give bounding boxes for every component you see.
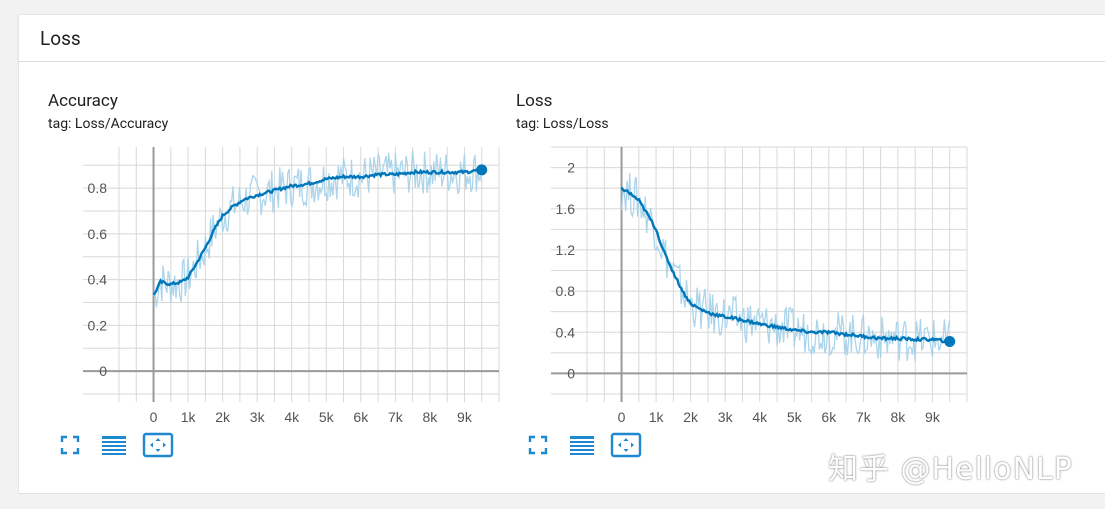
x-tick-label: 7k — [856, 409, 872, 425]
x-tick-label: 8k — [423, 409, 439, 425]
x-tick-label: 4k — [752, 409, 768, 425]
x-tick-label: 9k — [457, 409, 473, 425]
y-tick-label: 0.8 — [556, 283, 576, 299]
x-tick-label: 6k — [821, 409, 837, 425]
y-tick-label: 0.4 — [556, 324, 576, 340]
y-tick-label: 0.4 — [88, 272, 108, 288]
chart-tag: tag: Loss/Accuracy — [48, 116, 169, 132]
y-tick-label: 0 — [99, 363, 107, 379]
x-tick-label: 2k — [683, 409, 699, 425]
x-tick-label: 3k — [250, 409, 266, 425]
x-tick-label: 8k — [891, 409, 907, 425]
accuracy-chart[interactable]: 0 1k 2k 3k 4k 5k 6k 7k 8k 9k 0 0.2 0.4 0.6 0.8 — [19, 62, 519, 432]
watermark: 知乎 @HelloNLP — [828, 452, 1073, 487]
x-tick-label: 5k — [787, 409, 803, 425]
y-tick-label: 2 — [567, 160, 575, 176]
loss-chart[interactable]: 0 1k 2k 3k 4k 5k 6k 7k 8k 9k 0 0.4 0.8 1.2 1.6 2 — [487, 62, 987, 432]
x-tick-label: 0 — [618, 409, 626, 425]
x-tick-label: 1k — [181, 409, 197, 425]
y-tick-label: 0 — [567, 365, 575, 381]
chart-title: Loss — [516, 91, 553, 111]
x-tick-label: 1k — [649, 409, 665, 425]
toggle-log-scale-icon[interactable] — [99, 432, 129, 458]
y-tick-label: 0.6 — [88, 226, 108, 242]
chart-tag: tag: Loss/Loss — [516, 116, 609, 132]
fullscreen-icon[interactable] — [56, 432, 84, 458]
y-tick-label: 0.8 — [88, 180, 108, 196]
y-tick-label: 1.6 — [556, 201, 576, 217]
x-tick-label: 9k — [925, 409, 941, 425]
x-tick-label: 5k — [319, 409, 335, 425]
smoothed-series-line — [152, 167, 482, 296]
section-header[interactable]: Loss — [18, 14, 1105, 62]
fullscreen-icon[interactable] — [524, 432, 552, 458]
section-title: Loss — [40, 27, 81, 50]
last-point-marker — [476, 164, 488, 176]
chart-title: Accuracy — [48, 91, 118, 111]
x-tick-label: 4k — [284, 409, 300, 425]
toggle-log-scale-icon[interactable] — [567, 432, 597, 458]
chart-card-loss: Loss tag: Loss/Loss 0 1k 2k 3k 4k 5k 6k 7k 8k 9k 0… — [487, 62, 968, 482]
raw-series-line — [152, 150, 483, 308]
charts-panel: Accuracy tag: Loss/Accuracy 0 1k 2k 3k 4k 5k 6… — [18, 62, 1105, 494]
x-tick-label: 6k — [353, 409, 369, 425]
x-tick-label: 7k — [388, 409, 404, 425]
y-tick-label: 0.2 — [88, 317, 108, 333]
chart-card-accuracy: Accuracy tag: Loss/Accuracy 0 1k 2k 3k 4k 5k 6… — [19, 62, 500, 482]
fit-domain-icon[interactable] — [141, 430, 175, 460]
x-tick-label: 0 — [150, 409, 158, 425]
fit-domain-icon[interactable] — [609, 430, 643, 460]
last-point-marker — [944, 336, 956, 348]
x-tick-label: 3k — [718, 409, 734, 425]
smoothed-series-line — [620, 186, 951, 344]
x-tick-label: 2k — [215, 409, 231, 425]
y-tick-label: 1.2 — [556, 242, 576, 258]
